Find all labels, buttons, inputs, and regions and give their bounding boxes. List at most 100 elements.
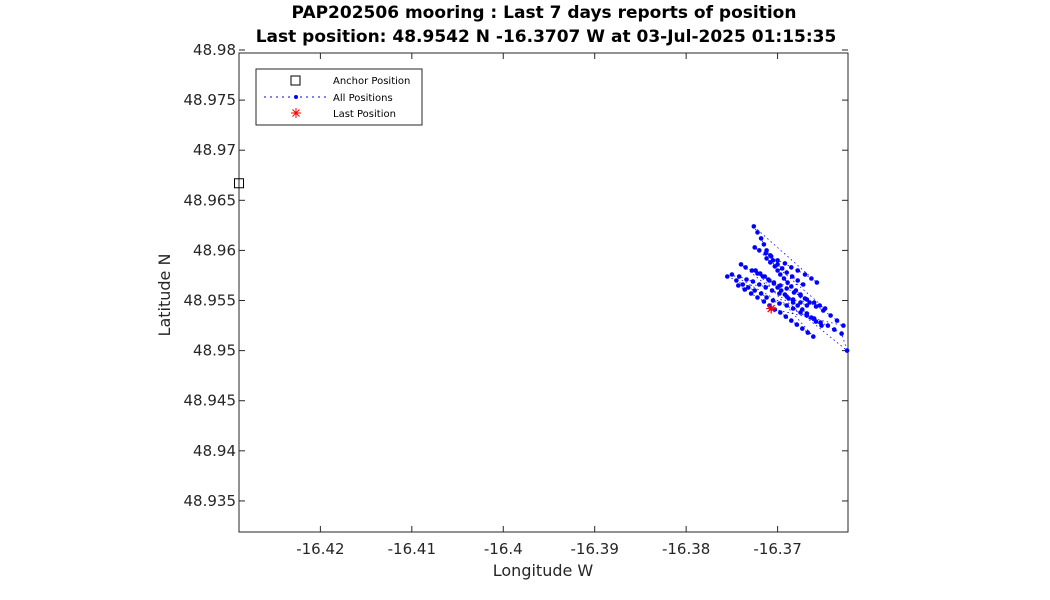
chart-title: PAP202506 mooring : Last 7 days reports … bbox=[292, 3, 797, 23]
anchor-square bbox=[234, 178, 244, 189]
position-point bbox=[814, 280, 820, 285]
positions-trace bbox=[727, 226, 848, 352]
position-point bbox=[755, 230, 760, 235]
y-tick-label: 48.945 bbox=[184, 392, 237, 410]
position-point bbox=[790, 306, 796, 311]
position-point bbox=[789, 284, 794, 289]
position-point bbox=[761, 299, 767, 304]
position-point bbox=[800, 307, 805, 312]
position-point bbox=[740, 282, 746, 287]
position-point bbox=[757, 282, 762, 287]
legend-last-swatch bbox=[291, 108, 301, 118]
position-point bbox=[834, 318, 840, 323]
position-point bbox=[802, 296, 808, 301]
last-position-marker bbox=[766, 303, 777, 314]
legend-positions-dot bbox=[294, 95, 298, 99]
position-point bbox=[763, 285, 768, 290]
position-point bbox=[764, 295, 769, 300]
x-tick-label: -16.37 bbox=[753, 540, 801, 558]
position-point bbox=[778, 310, 783, 315]
x-tick-label: -16.4 bbox=[484, 540, 523, 558]
position-point bbox=[750, 279, 756, 284]
positions-line bbox=[727, 226, 848, 352]
position-point bbox=[769, 288, 775, 293]
positions-points bbox=[725, 224, 850, 353]
anchor-marker bbox=[234, 178, 244, 189]
x-axis-ticks: -16.42 -16.41 -16.4 -16.39 -16.38 -16.37 bbox=[296, 53, 802, 558]
position-point bbox=[811, 300, 817, 305]
position-point bbox=[752, 245, 757, 250]
position-point bbox=[805, 330, 811, 335]
position-point bbox=[775, 258, 780, 263]
position-point bbox=[784, 294, 789, 299]
position-point bbox=[804, 303, 810, 308]
x-tick-label: -16.42 bbox=[296, 540, 344, 558]
position-point bbox=[764, 256, 769, 261]
position-point bbox=[725, 274, 730, 279]
position-point bbox=[782, 261, 788, 266]
y-tick-label: 48.955 bbox=[184, 292, 237, 310]
position-point bbox=[813, 304, 819, 309]
y-tick-label: 48.94 bbox=[193, 442, 236, 460]
last-position-star-stroke bbox=[767, 304, 776, 313]
x-axis-label: Longitude W bbox=[493, 561, 594, 580]
position-point bbox=[746, 285, 751, 290]
position-point bbox=[777, 291, 782, 296]
position-point bbox=[775, 285, 780, 290]
position-point bbox=[775, 268, 780, 273]
y-tick-label: 48.965 bbox=[184, 191, 237, 209]
position-point bbox=[734, 278, 739, 283]
position-point bbox=[770, 298, 776, 303]
position-point bbox=[839, 331, 844, 336]
position-point bbox=[736, 274, 742, 279]
position-point bbox=[743, 265, 748, 270]
legend: Anchor Position All Positions Last Posit… bbox=[255, 68, 423, 126]
position-point bbox=[785, 280, 790, 285]
position-point bbox=[802, 272, 808, 277]
position-point bbox=[794, 322, 800, 327]
position-point bbox=[784, 303, 789, 308]
position-point bbox=[729, 272, 735, 277]
position-point bbox=[804, 311, 810, 316]
plot-area bbox=[238, 52, 849, 533]
position-point bbox=[798, 292, 803, 297]
position-point bbox=[771, 281, 777, 286]
position-point bbox=[821, 308, 826, 313]
y-tick-label: 48.95 bbox=[193, 342, 236, 360]
y-tick-label: 48.98 bbox=[193, 41, 236, 59]
position-point bbox=[817, 303, 822, 308]
position-point bbox=[768, 253, 773, 258]
position-point bbox=[768, 260, 773, 265]
position-point bbox=[811, 334, 816, 339]
position-point bbox=[784, 270, 789, 275]
position-point bbox=[762, 274, 768, 279]
legend-anchor-swatch bbox=[290, 75, 301, 86]
position-point bbox=[841, 323, 846, 328]
position-point bbox=[790, 297, 796, 302]
position-point bbox=[764, 248, 769, 253]
y-tick-label: 48.935 bbox=[184, 492, 237, 510]
position-point bbox=[781, 276, 787, 281]
position-point bbox=[832, 327, 837, 332]
position-point bbox=[800, 282, 806, 287]
position-point bbox=[800, 326, 805, 331]
position-point bbox=[758, 291, 764, 296]
position-point bbox=[789, 318, 794, 323]
y-axis-ticks: 48.98 48.975 48.97 48.965 48.96 48.955 48.95 48… bbox=[184, 41, 848, 510]
position-point bbox=[795, 268, 800, 273]
position-point bbox=[742, 287, 747, 292]
y-tick-label: 48.975 bbox=[184, 91, 237, 109]
position-point bbox=[777, 301, 782, 306]
position-point bbox=[795, 278, 800, 283]
position-point bbox=[767, 278, 772, 283]
position-point bbox=[748, 291, 754, 296]
position-point bbox=[772, 264, 778, 269]
position-point bbox=[751, 224, 757, 229]
position-point bbox=[844, 348, 850, 353]
position-point bbox=[758, 236, 764, 241]
position-point bbox=[789, 265, 794, 270]
position-point bbox=[761, 242, 767, 247]
position-point bbox=[813, 319, 819, 324]
position-point bbox=[783, 314, 789, 319]
